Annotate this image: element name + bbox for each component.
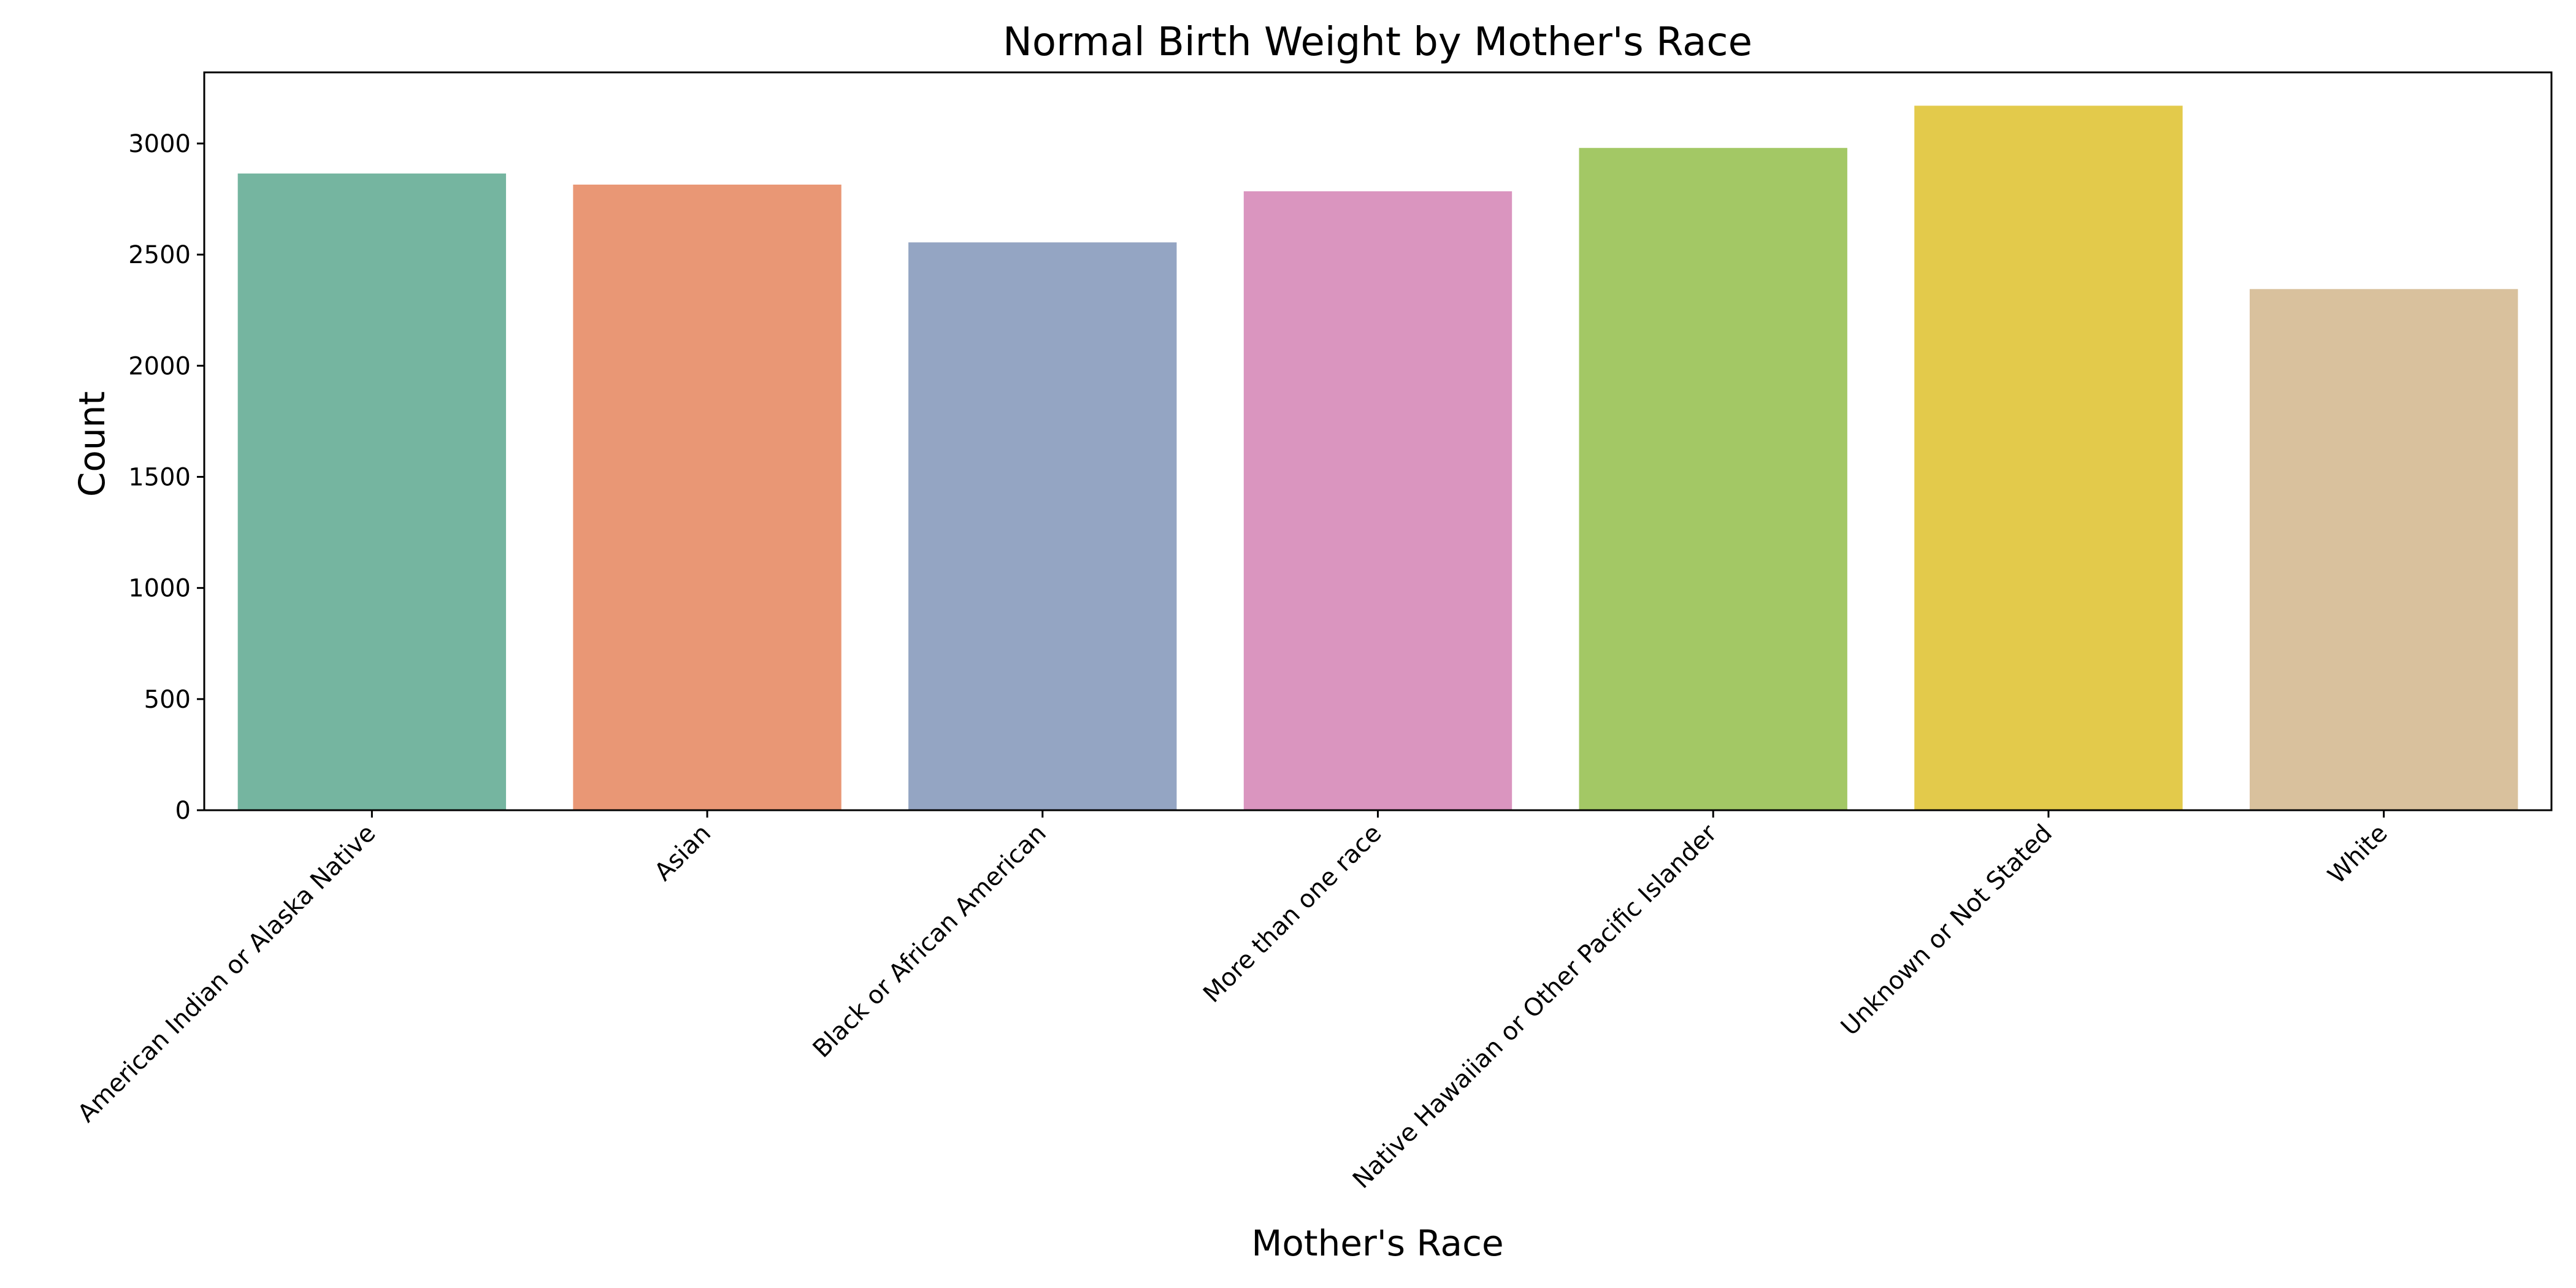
x-tick-label: More than one race (1198, 819, 1387, 1008)
bar-4 (1579, 148, 1847, 811)
x-tick-label: Asian (649, 819, 716, 887)
x-tick-label: Black or African American (808, 819, 1052, 1064)
y-axis-label: Count (71, 391, 113, 497)
y-tick-label: 2000 (128, 352, 191, 380)
chart-title: Normal Birth Weight by Mother's Race (1003, 20, 1752, 65)
y-tick-label: 0 (175, 797, 191, 825)
x-tick-label: White (2323, 819, 2393, 890)
y-tick-label: 2500 (128, 241, 191, 269)
bar-2 (908, 242, 1177, 811)
x-tick-label: Unknown or Not Stated (1836, 819, 2058, 1041)
x-tick-label: Native Hawaiian or Other Pacific Islande… (1347, 819, 1723, 1194)
bar-1 (573, 184, 841, 810)
bars-layer (237, 105, 2518, 811)
y-axis: 0 500 1000 1500 2000 2500 3000 (128, 130, 204, 825)
bar-6 (2249, 289, 2518, 810)
x-axis-label: Mother's Race (1251, 1222, 1503, 1264)
y-tick-label: 1000 (128, 575, 191, 603)
bar-0 (237, 173, 507, 810)
bar-5 (1914, 105, 2183, 810)
x-tick-label: American Indian or Alaska Native (72, 819, 381, 1128)
y-tick-label: 500 (144, 686, 191, 714)
y-tick-label: 3000 (128, 130, 191, 158)
plot-frame (203, 71, 2553, 811)
bar-3 (1243, 191, 1512, 810)
y-tick-label: 1500 (128, 463, 191, 491)
x-axis: American Indian or Alaska Native Asian Bla… (72, 810, 2393, 1194)
